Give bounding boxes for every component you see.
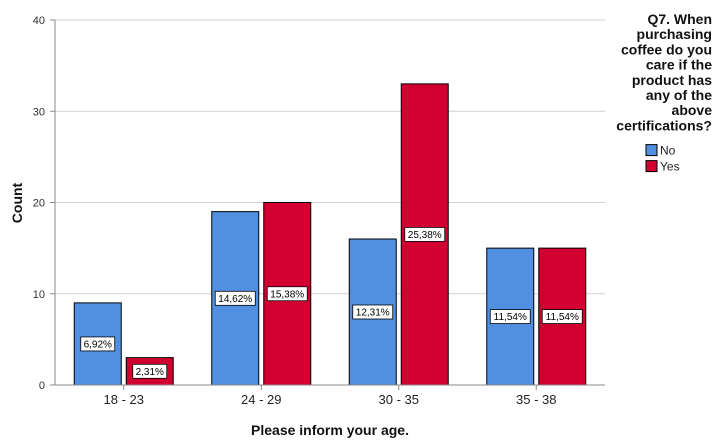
legend-swatch-no — [645, 144, 658, 157]
data-label-box — [132, 363, 168, 379]
data-label: 11,54% — [546, 312, 579, 323]
data-label: 2,31% — [136, 367, 164, 378]
x-tick-label: 18 - 23 — [104, 392, 144, 407]
legend-title-line: coffee do you — [621, 41, 712, 57]
data-label-box — [266, 286, 308, 302]
legend-label-no: No — [660, 144, 676, 158]
legend-label-yes: Yes — [660, 160, 680, 174]
data-label: 11,54% — [494, 312, 527, 323]
legend-title-line: purchasing — [637, 26, 712, 42]
y-tick-label: 40 — [33, 15, 45, 27]
legend-title-line: certifications? — [616, 117, 712, 133]
data-label-box — [404, 227, 446, 242]
data-label-box — [214, 290, 256, 306]
x-tick-label: 30 - 35 — [379, 392, 419, 407]
data-label-box — [541, 309, 583, 324]
y-axis-ticks: 0 10 20 30 40 — [33, 15, 55, 392]
bars: 6,92% 2,31% 14,62% 15,38% 12,31% 25,38% 11,54%… — [73, 83, 587, 386]
y-tick-label: 20 — [33, 198, 45, 210]
y-tick-label: 30 — [33, 106, 45, 118]
data-label-box — [352, 304, 394, 320]
x-tick-label: 35 - 38 — [516, 392, 556, 407]
legend-title-line: any of the — [646, 87, 712, 103]
legend-title-line: product has — [632, 72, 712, 88]
data-label: 14,62% — [218, 294, 252, 305]
data-label-box — [80, 336, 116, 352]
data-label-box — [489, 309, 531, 324]
data-label: 25,38% — [408, 230, 442, 241]
legend-title-line: above — [672, 102, 713, 118]
y-tick-label: 0 — [39, 380, 45, 392]
x-axis-ticks: 18 - 23 24 - 29 30 - 35 35 - 38 — [104, 385, 556, 407]
legend-swatch-yes — [645, 160, 658, 173]
data-label: 6,92% — [84, 339, 112, 350]
data-label: 15,38% — [270, 289, 304, 300]
y-tick-label: 10 — [33, 289, 45, 301]
x-axis-title: Please inform your age. — [251, 422, 409, 438]
legend-title-line: care if the — [646, 57, 712, 73]
x-tick-label: 24 - 29 — [241, 392, 281, 407]
legend-title-line: Q7. When — [647, 11, 712, 27]
y-axis-title: Count — [9, 182, 25, 223]
data-label: 12,31% — [356, 308, 390, 319]
